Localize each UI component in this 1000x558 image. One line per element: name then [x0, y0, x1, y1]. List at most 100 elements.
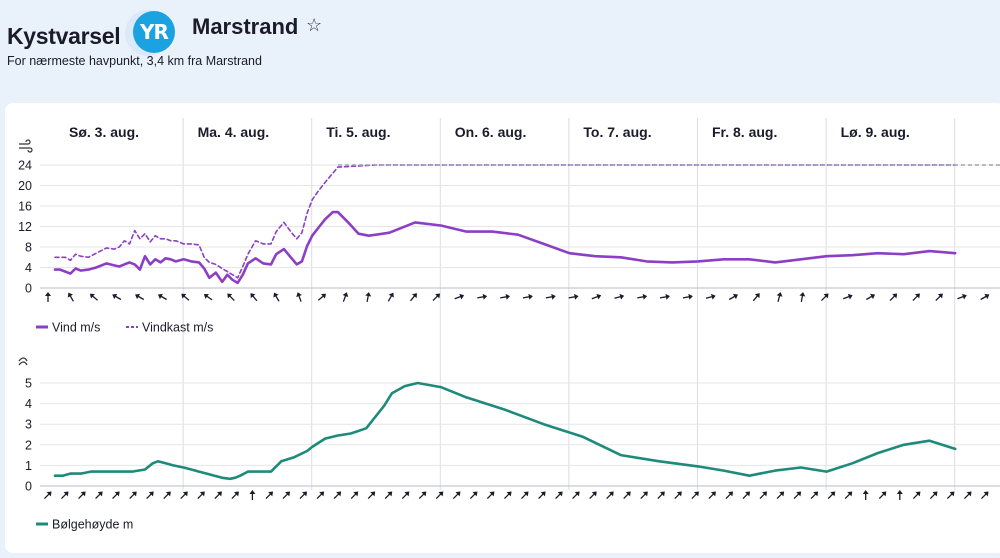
- direction-arrow-icon: [157, 293, 167, 301]
- direction-arrow-icon: [957, 293, 967, 300]
- direction-arrow-icon: [282, 491, 291, 499]
- y-tick-label: 5: [25, 377, 32, 391]
- direction-arrow-icon: [862, 490, 869, 500]
- direction-arrow-icon: [623, 491, 631, 499]
- direction-arrow-icon: [708, 491, 716, 499]
- direction-arrow-icon: [365, 292, 372, 303]
- direction-arrow-icon: [367, 491, 376, 499]
- direction-arrow-icon: [227, 293, 235, 301]
- direction-arrow-icon: [265, 491, 274, 499]
- legend-label: Vind m/s: [52, 321, 100, 335]
- direction-arrow-icon: [435, 491, 444, 499]
- direction-arrow-icon: [112, 491, 120, 499]
- direction-arrow-icon: [793, 491, 802, 499]
- direction-arrow-icon: [67, 292, 74, 302]
- wind-chart: 0 4 8 12 16 20 24 Vind m/s Vindkast m/s: [18, 139, 1000, 335]
- direction-arrow-icon: [469, 491, 478, 499]
- direction-arrow-icon: [78, 491, 86, 499]
- direction-arrow-icon: [432, 293, 441, 301]
- direction-arrow-icon: [572, 491, 580, 499]
- y-tick-label: 1: [25, 459, 32, 473]
- direction-arrow-icon: [980, 293, 990, 301]
- direction-arrow-icon: [776, 491, 785, 499]
- direction-arrow-icon: [705, 293, 716, 300]
- page-header: Kystvarsel YR Marstrand ☆ For nærmeste h…: [0, 0, 1000, 100]
- direction-arrow-icon: [409, 293, 417, 302]
- direction-arrow-icon: [614, 293, 625, 300]
- direction-arrow-icon: [504, 491, 512, 499]
- direction-arrow-icon: [401, 491, 410, 499]
- direction-arrow-icon: [342, 292, 349, 302]
- direction-arrow-icon: [606, 491, 614, 499]
- direction-arrow-icon: [640, 491, 648, 499]
- direction-arrow-icon: [146, 491, 154, 499]
- direction-arrow-icon: [827, 491, 836, 499]
- direction-arrow-icon: [384, 491, 393, 499]
- direction-arrow-icon: [500, 293, 511, 300]
- day-label: Fr. 8. aug.: [712, 124, 777, 140]
- direction-arrow-icon: [821, 293, 829, 301]
- direction-arrow-icon: [129, 491, 137, 499]
- direction-arrow-icon: [659, 293, 670, 300]
- legend-label: Bølgehøyde m: [52, 518, 133, 532]
- direction-arrow-icon: [203, 293, 213, 301]
- direction-arrow-icon: [674, 491, 682, 499]
- direction-arrow-icon: [522, 293, 533, 300]
- direction-arrow-icon: [418, 491, 427, 499]
- direction-arrow-icon: [691, 491, 699, 499]
- y-tick-label: 4: [25, 397, 32, 411]
- y-tick-label: 16: [18, 200, 32, 214]
- chart-legend: Vind m/s Vindkast m/s: [36, 321, 213, 335]
- direction-arrow-icon: [929, 491, 938, 499]
- y-tick-label: 0: [25, 282, 32, 296]
- chart-legend: Bølgehøyde m: [36, 518, 133, 532]
- direction-arrow-icon: [112, 293, 122, 301]
- direction-arrow-icon: [387, 292, 394, 302]
- direction-arrow-icon: [637, 293, 648, 300]
- forecast-charts: Sø. 3. aug. Ma. 4. aug. Ti. 5. aug. On. 6. …: [18, 118, 1000, 532]
- direction-arrow-icon: [299, 491, 308, 499]
- direction-arrow-icon: [889, 293, 898, 301]
- direction-arrow-icon: [44, 491, 52, 499]
- direction-arrow-icon: [180, 491, 188, 499]
- direction-arrow-icon: [135, 293, 145, 301]
- direction-arrow-icon: [452, 491, 461, 499]
- direction-arrow-icon: [810, 491, 819, 499]
- direction-arrow-icon: [316, 491, 325, 499]
- direction-arrow-icon: [725, 491, 734, 499]
- direction-arrow-icon: [568, 293, 579, 300]
- direction-arrow-icon: [521, 491, 529, 499]
- direction-arrow-icon: [197, 491, 205, 499]
- direction-arrow-icon: [591, 293, 602, 300]
- direction-arrow-icon: [935, 293, 943, 301]
- direction-arrow-icon: [844, 491, 853, 499]
- forecast-panel: Sø. 3. aug. Ma. 4. aug. Ti. 5. aug. On. 6. …: [5, 103, 1000, 553]
- direction-arrow-icon: [555, 491, 563, 499]
- y-tick-label: 12: [18, 220, 32, 234]
- wave-icon: [18, 357, 28, 366]
- direction-arrow-icon: [878, 491, 887, 499]
- day-label: Ma. 4. aug.: [198, 124, 270, 140]
- direction-arrow-icon: [45, 292, 51, 302]
- direction-arrow-icon: [981, 491, 989, 499]
- direction-arrow-icon: [333, 491, 342, 499]
- direction-arrow-icon: [912, 491, 921, 499]
- direction-arrow-icon: [946, 491, 955, 499]
- y-tick-label: 4: [25, 261, 32, 275]
- day-label: Ti. 5. aug.: [326, 124, 390, 140]
- day-label: Sø. 3. aug.: [69, 124, 139, 140]
- chart-root: Sø. 3. aug. Ma. 4. aug. Ti. 5. aug. On. 6. …: [18, 118, 1000, 532]
- direction-arrow-icon: [682, 293, 693, 300]
- favorite-star-icon[interactable]: ☆: [306, 15, 323, 35]
- direction-arrow-icon: [181, 293, 190, 301]
- direction-arrow-icon: [896, 490, 903, 500]
- direction-arrow-icon: [538, 491, 546, 499]
- direction-arrow-icon: [842, 293, 853, 300]
- yr-logo-icon[interactable]: YR: [133, 11, 175, 53]
- wind-icon: [19, 139, 33, 153]
- location-subtitle: For nærmeste havpunkt, 3,4 km fra Marstr…: [7, 54, 262, 68]
- series-line-vind: [53, 210, 957, 285]
- y-tick-label: 24: [18, 159, 32, 173]
- direction-arrow-icon: [350, 491, 359, 499]
- direction-arrow-icon: [454, 293, 465, 300]
